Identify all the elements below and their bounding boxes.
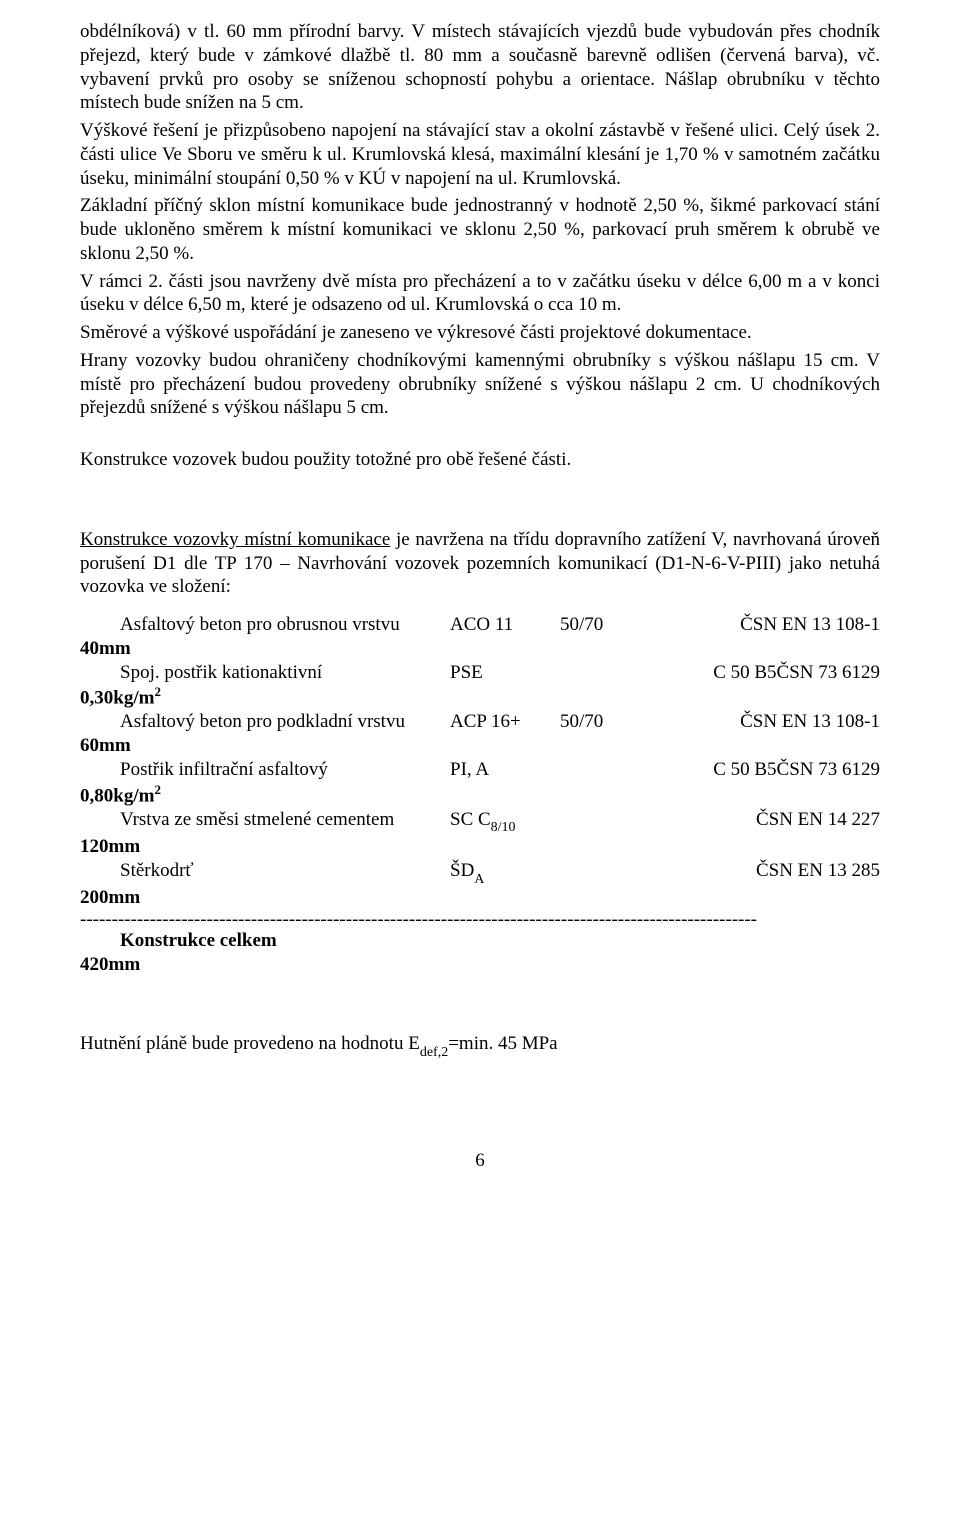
layer-row: Vrstva ze směsi stmelené cementemSC C8/1…: [80, 808, 880, 835]
footer-line: Hutnění pláně bude provedeno na hodnotu …: [80, 1032, 880, 1059]
layer-name: Stěrkodrť: [80, 859, 450, 886]
paragraph-3: Základní příčný sklon místní komunikace …: [80, 194, 880, 265]
layer-thickness: 200mm: [80, 886, 880, 910]
layer-thickness: 0,30kg/m2: [80, 684, 880, 710]
layer-name: Spoj. postřik kationaktivní: [80, 661, 450, 685]
layer-row: Spoj. postřik kationaktivníPSE C 50 B5ČSN…: [80, 661, 880, 685]
footer-pre: Hutnění pláně bude provedeno na hodnotu …: [80, 1033, 420, 1054]
footer-post: =min. 45 MPa: [448, 1033, 557, 1054]
total-thickness: 420mm: [80, 953, 880, 977]
layer-std: ČSN EN 14 227: [635, 808, 880, 835]
layer-code: PI, A: [450, 758, 560, 782]
layer-name: Vrstva ze směsi stmelené cementem: [80, 808, 450, 835]
paragraph-7: Konstrukce vozovek budou použity totožné…: [80, 448, 880, 472]
layer-spec: [560, 758, 635, 782]
layers-list: Asfaltový beton pro obrusnou vrstvuACO 1…: [80, 613, 880, 910]
layer-row: Asfaltový beton pro obrusnou vrstvuACO 1…: [80, 613, 880, 637]
layer-thickness: 120mm: [80, 835, 880, 859]
page-number: 6: [80, 1150, 880, 1172]
paragraph-4: V rámci 2. části jsou navrženy dvě místa…: [80, 270, 880, 318]
layer-row: StěrkodrťŠDA ČSN EN 13 285: [80, 859, 880, 886]
layer-code: SC C8/10: [450, 808, 560, 835]
layer-std: C 50 B5ČSN 73 6129: [635, 661, 880, 685]
footer-sub: def,2: [420, 1045, 448, 1060]
paragraph-6: Hrany vozovky budou ohraničeny chodníkov…: [80, 349, 880, 420]
layer-spec: 50/70: [560, 613, 635, 637]
paragraph-5: Směrové a výškové uspořádání je zaneseno…: [80, 321, 880, 345]
total-row: Konstrukce celkem: [80, 929, 880, 953]
paragraph-2: Výškové řešení je přizpůsobeno napojení …: [80, 119, 880, 190]
layer-code: PSE: [450, 661, 560, 685]
separator-line: ----------------------------------------…: [80, 910, 880, 929]
layer-row: Postřik infiltrační asfaltovýPI, A C 50 B…: [80, 758, 880, 782]
layer-code: ACP 16+: [450, 710, 560, 734]
layer-thickness: 0,80kg/m2: [80, 782, 880, 808]
layer-spec: [560, 859, 635, 886]
layer-name: Postřik infiltrační asfaltový: [80, 758, 450, 782]
paragraph-8: Konstrukce vozovky místní komunikace je …: [80, 528, 880, 599]
layer-name: Asfaltový beton pro obrusnou vrstvu: [80, 613, 450, 637]
underline-heading: Konstrukce vozovky místní komunikace: [80, 529, 390, 550]
layer-thickness: 40mm: [80, 637, 880, 661]
layer-spec: [560, 808, 635, 835]
layer-code: ŠDA: [450, 859, 560, 886]
total-label: Konstrukce celkem: [80, 929, 450, 953]
layer-std: ČSN EN 13 108-1: [635, 710, 880, 734]
layer-std: C 50 B5ČSN 73 6129: [635, 758, 880, 782]
paragraph-1: obdélníková) v tl. 60 mm přírodní barvy.…: [80, 20, 880, 115]
layer-row: Asfaltový beton pro podkladní vrstvuACP …: [80, 710, 880, 734]
layer-spec: [560, 661, 635, 685]
layer-code: ACO 11: [450, 613, 560, 637]
layer-spec: 50/70: [560, 710, 635, 734]
layer-thickness: 60mm: [80, 734, 880, 758]
layer-name: Asfaltový beton pro podkladní vrstvu: [80, 710, 450, 734]
layer-std: ČSN EN 13 285: [635, 859, 880, 886]
layer-std: ČSN EN 13 108-1: [635, 613, 880, 637]
